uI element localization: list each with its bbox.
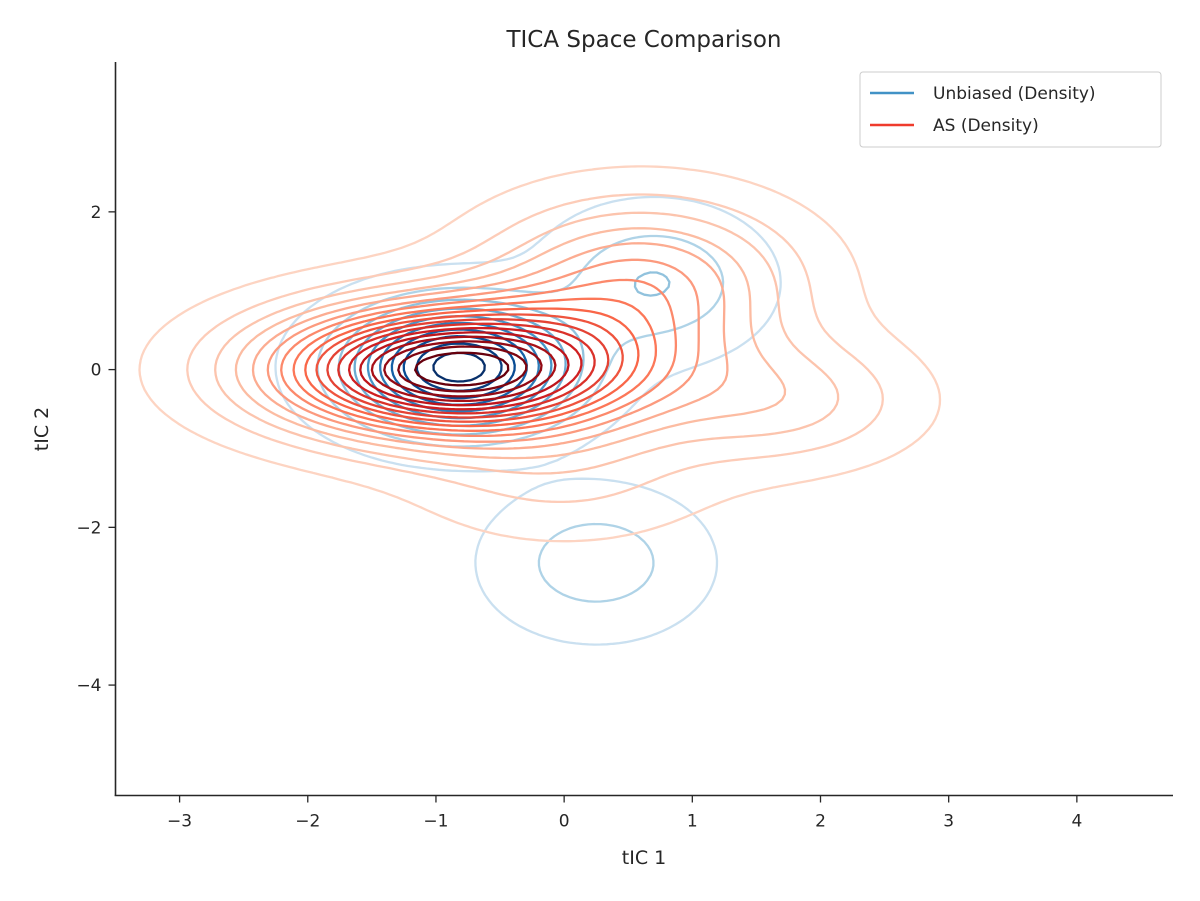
legend-label-unbiased: Unbiased (Density): [933, 84, 1096, 104]
contour-level: [304, 307, 640, 428]
x-tick-label: −1: [423, 812, 448, 832]
contour-level: [315, 313, 624, 423]
y-tick-label: −2: [76, 518, 101, 538]
contour-level: [292, 297, 658, 432]
contour-level: [397, 345, 528, 393]
contour-level: [370, 335, 557, 403]
plot-area: [138, 165, 942, 646]
y-tick-label: 2: [91, 203, 102, 223]
y-axis-label: tIC 2: [31, 407, 53, 451]
y-ticks: −4 −2 0 2: [76, 203, 116, 696]
legend: Unbiased (Density) AS (Density): [859, 71, 1162, 148]
contour-level: [414, 351, 510, 387]
contour-level: [359, 331, 570, 407]
axes: −3 −2 −1 0 1 2 3 4 −4 −2 0 2: [76, 62, 1173, 832]
legend-label-as: AS (Density): [933, 116, 1039, 136]
as-density-contours: [138, 165, 942, 543]
contour-level: [337, 322, 596, 415]
x-tick-label: −3: [167, 812, 192, 832]
x-tick-label: 4: [1071, 812, 1082, 832]
x-tick-label: 3: [943, 812, 954, 832]
contour-level: [383, 340, 543, 398]
y-tick-label: 0: [91, 361, 102, 381]
contour-level: [266, 258, 700, 443]
contour-level: [251, 242, 729, 450]
contour-level: [280, 278, 678, 438]
contour-level: [347, 326, 583, 411]
contour-level: [138, 165, 942, 543]
x-tick-label: −2: [295, 812, 320, 832]
x-tick-label: 1: [687, 812, 698, 832]
x-axis-label: tIC 1: [622, 847, 666, 869]
contour-level: [186, 193, 884, 504]
x-tick-label: 2: [815, 812, 826, 832]
contour-level: [326, 318, 610, 419]
contour-level: [432, 351, 486, 383]
x-tick-label: 0: [559, 812, 570, 832]
x-ticks: −3 −2 −1 0 1 2 3 4: [167, 795, 1082, 832]
legend-frame: [859, 71, 1162, 148]
chart-title: TICA Space Comparison: [505, 27, 781, 53]
contour-level: [234, 227, 787, 460]
y-tick-label: −4: [76, 676, 101, 696]
contour-level: [214, 211, 840, 475]
